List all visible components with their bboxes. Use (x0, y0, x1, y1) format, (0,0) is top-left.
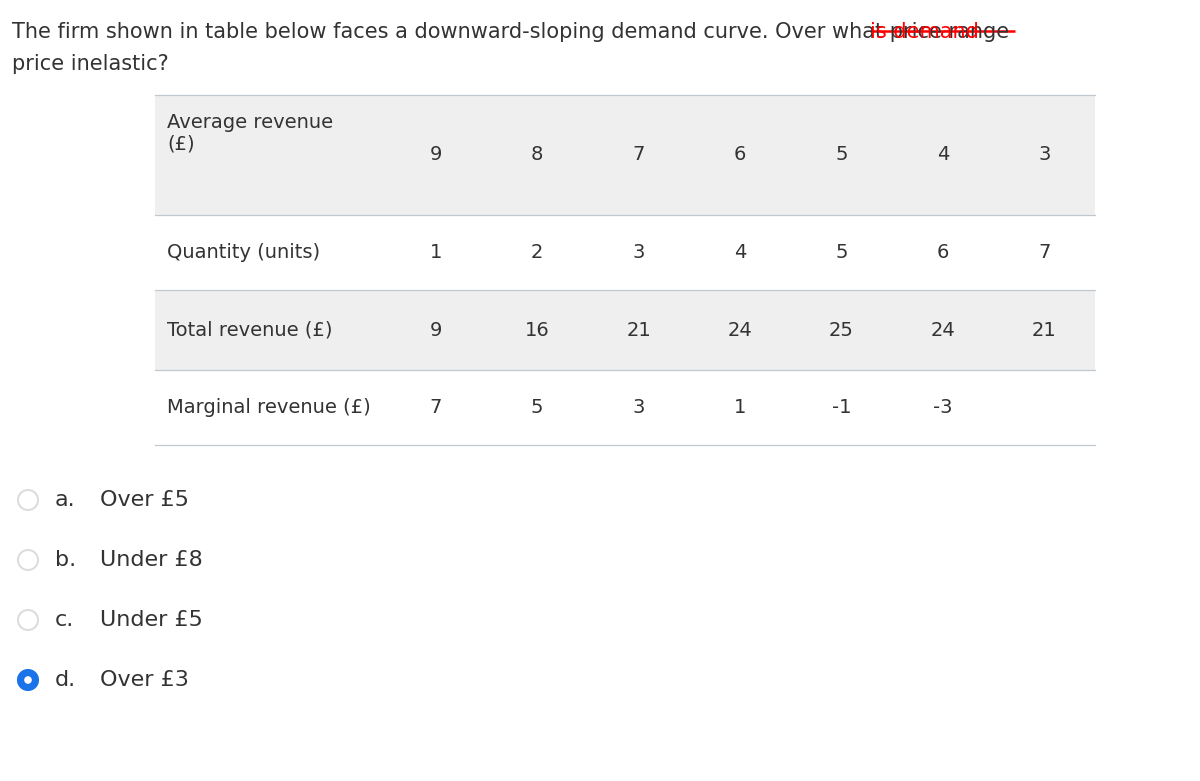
Text: 2: 2 (530, 243, 544, 262)
Text: Under £5: Under £5 (100, 610, 203, 630)
Text: Total revenue (£): Total revenue (£) (167, 320, 332, 340)
Text: b.: b. (55, 550, 76, 570)
Text: 21: 21 (1032, 320, 1057, 340)
Text: 6: 6 (937, 243, 949, 262)
Text: price inelastic?: price inelastic? (12, 54, 169, 74)
Circle shape (24, 676, 32, 684)
Text: 3: 3 (1038, 145, 1050, 165)
Bar (155, 95, 1096, 215)
Text: 8: 8 (530, 145, 544, 165)
Circle shape (18, 670, 38, 690)
Text: 4: 4 (734, 243, 746, 262)
Text: Under £8: Under £8 (100, 550, 203, 570)
Bar (155, 290, 1096, 370)
Bar (155, 215, 1096, 290)
Text: -1: -1 (832, 398, 851, 417)
Text: a.: a. (55, 490, 76, 510)
Text: (£): (£) (167, 135, 194, 154)
Text: 7: 7 (632, 145, 644, 165)
Text: 5: 5 (835, 243, 847, 262)
Circle shape (18, 490, 38, 510)
Text: 9: 9 (430, 320, 442, 340)
Text: 6: 6 (734, 145, 746, 165)
Text: 3: 3 (632, 398, 644, 417)
Text: 4: 4 (937, 145, 949, 165)
Bar (155, 370, 1096, 445)
Text: -3: -3 (934, 398, 953, 417)
Text: 9: 9 (430, 145, 442, 165)
Text: 24: 24 (930, 320, 955, 340)
Text: c.: c. (55, 610, 74, 630)
Text: Over £5: Over £5 (100, 490, 190, 510)
Text: 1: 1 (430, 243, 442, 262)
Text: 3: 3 (632, 243, 644, 262)
Text: 16: 16 (524, 320, 550, 340)
Text: Marginal revenue (£): Marginal revenue (£) (167, 398, 371, 417)
Text: d.: d. (55, 670, 76, 690)
Text: 1: 1 (734, 398, 746, 417)
Circle shape (18, 550, 38, 570)
Text: Quantity (units): Quantity (units) (167, 243, 320, 262)
Text: Over £3: Over £3 (100, 670, 188, 690)
Text: 5: 5 (835, 145, 847, 165)
Text: Average revenue: Average revenue (167, 113, 334, 132)
Text: is demand: is demand (870, 22, 979, 42)
Text: 7: 7 (1038, 243, 1050, 262)
Text: 25: 25 (829, 320, 854, 340)
Text: The firm shown in table below faces a downward-sloping demand curve. Over what p: The firm shown in table below faces a do… (12, 22, 1015, 42)
Circle shape (18, 610, 38, 630)
Text: 5: 5 (530, 398, 544, 417)
Text: 7: 7 (430, 398, 442, 417)
Text: 21: 21 (626, 320, 650, 340)
Text: 24: 24 (727, 320, 752, 340)
